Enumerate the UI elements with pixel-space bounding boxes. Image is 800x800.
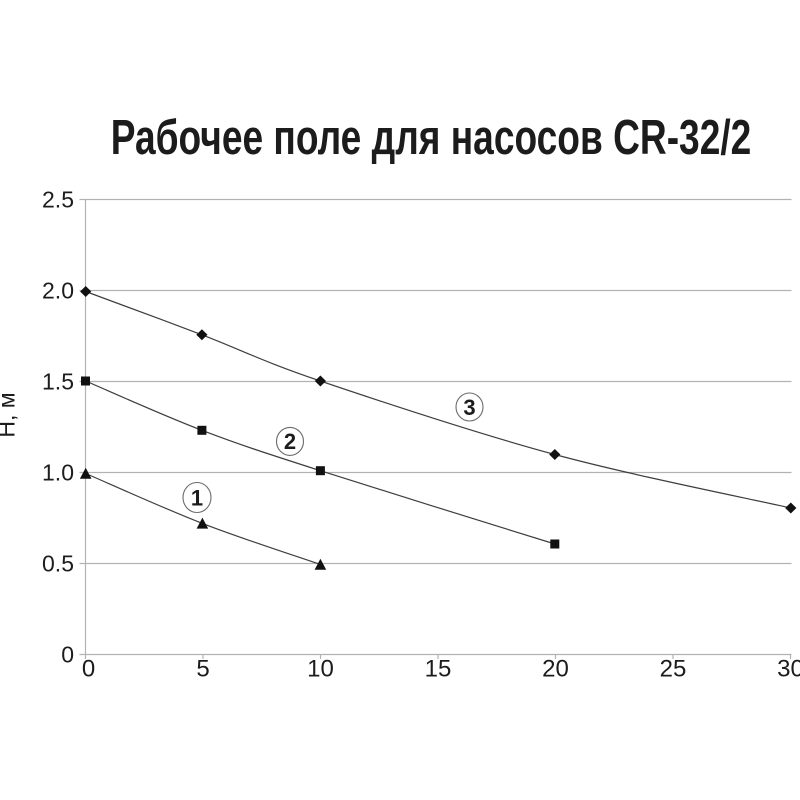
svg-text:2: 2 bbox=[284, 429, 296, 454]
svg-text:15: 15 bbox=[425, 656, 452, 683]
svg-text:0: 0 bbox=[82, 656, 95, 683]
svg-text:1.0: 1.0 bbox=[42, 460, 74, 486]
svg-text:2.0: 2.0 bbox=[42, 278, 74, 304]
svg-text:1: 1 bbox=[191, 485, 203, 510]
svg-text:25: 25 bbox=[660, 656, 687, 683]
svg-text:2.5: 2.5 bbox=[42, 187, 74, 213]
svg-text:30: 30 bbox=[777, 656, 800, 683]
svg-text:3: 3 bbox=[463, 395, 475, 420]
svg-text:Н, м: Н, м bbox=[0, 392, 20, 437]
svg-text:1.5: 1.5 bbox=[42, 369, 74, 395]
svg-text:5: 5 bbox=[196, 656, 209, 683]
svg-text:0.5: 0.5 bbox=[42, 551, 74, 577]
svg-text:0: 0 bbox=[61, 642, 74, 668]
svg-text:10: 10 bbox=[307, 656, 334, 683]
svg-text:20: 20 bbox=[542, 656, 569, 683]
